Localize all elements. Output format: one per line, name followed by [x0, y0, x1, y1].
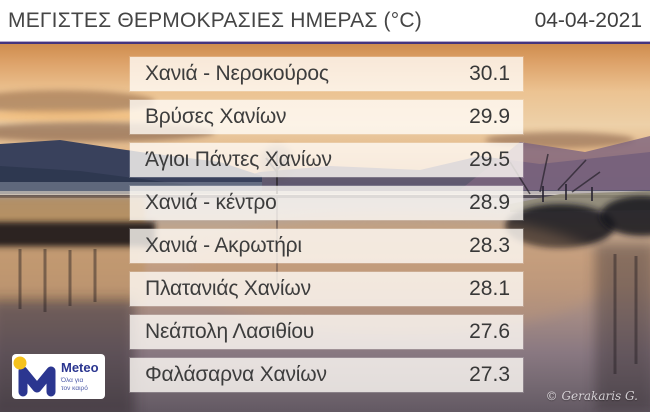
- right-reflection: [595, 244, 650, 412]
- table-row: Φαλάσαρνα Χανίων 27.3: [130, 358, 523, 392]
- reflection-streaks: [613, 254, 638, 374]
- table-row: Πλατανιάς Χανίων 28.1: [130, 272, 523, 306]
- golden-reeds: [0, 197, 145, 225]
- header-bar: ΜΕΓΙΣΤΕΣ ΘΕΡΜΟΚΡΑΣΙΕΣ ΗΜΕΡΑΣ (°C) 04-04-…: [0, 0, 650, 41]
- temperature-value: 27.3: [469, 363, 510, 386]
- photographer-credit: © Gerakaris G.: [545, 389, 638, 403]
- table-row: Χανιά - Νεροκούρος 30.1: [130, 57, 523, 91]
- temperature-value: 29.9: [469, 105, 510, 128]
- station-name: Πλατανιάς Χανίων: [145, 277, 311, 300]
- meteo-m-icon: [13, 356, 56, 396]
- tree-branches: [509, 153, 601, 195]
- temperature-value: 28.3: [469, 234, 510, 257]
- table-row: Άγιοι Πάντες Χανίων 29.5: [130, 143, 523, 177]
- station-name: Χανιά - Νεροκούρος: [145, 62, 329, 85]
- cloud-band: [0, 90, 155, 114]
- table-row: Χανιά - Ακρωτήρι 28.3: [130, 229, 523, 263]
- station-name: Φαλάσαρνα Χανίων: [145, 363, 327, 386]
- temperature-value: 27.6: [469, 320, 510, 343]
- temperature-table: Χανιά - Νεροκούρος 30.1 Βρύσες Χανίων 29…: [130, 57, 523, 401]
- header-divider: [0, 41, 650, 44]
- meteo-logo-name: Meteo: [61, 359, 99, 375]
- meteo-tagline-line2: τον καιρό: [61, 384, 88, 392]
- meteo-logo: Meteo Όλα για τον καιρό: [12, 354, 105, 399]
- temperature-value: 29.5: [469, 148, 510, 171]
- temperature-value: 30.1: [469, 62, 510, 85]
- station-name: Χανιά - κέντρο: [145, 191, 277, 214]
- reed-reflection: [0, 246, 145, 304]
- shore-bushes: [600, 196, 650, 236]
- table-row: Χανιά - κέντρο 28.9: [130, 186, 523, 220]
- temperature-value: 28.1: [469, 277, 510, 300]
- reed-streaks: [18, 249, 97, 312]
- meteo-logo-dot-icon: [13, 356, 27, 369]
- fence-posts: [542, 184, 593, 202]
- table-row: Βρύσες Χανίων 29.9: [130, 100, 523, 134]
- meteo-tagline-line1: Όλα για: [61, 376, 84, 384]
- temperature-value: 28.9: [469, 191, 510, 214]
- table-row: Νεάπολη Λασιθίου 27.6: [130, 315, 523, 349]
- station-name: Χανιά - Ακρωτήρι: [145, 234, 302, 257]
- date-label: 04-04-2021: [534, 8, 642, 32]
- station-name: Βρύσες Χανίων: [145, 105, 287, 128]
- meteo-logo-text: Meteo Όλα για τον καιρό: [61, 361, 99, 393]
- station-name: Άγιοι Πάντες Χανίων: [145, 148, 332, 171]
- station-name: Νεάπολη Λασιθίου: [145, 320, 315, 343]
- page-title: ΜΕΓΙΣΤΕΣ ΘΕΡΜΟΚΡΑΣΙΕΣ ΗΜΕΡΑΣ (°C): [8, 8, 422, 32]
- dark-brush: [0, 222, 155, 248]
